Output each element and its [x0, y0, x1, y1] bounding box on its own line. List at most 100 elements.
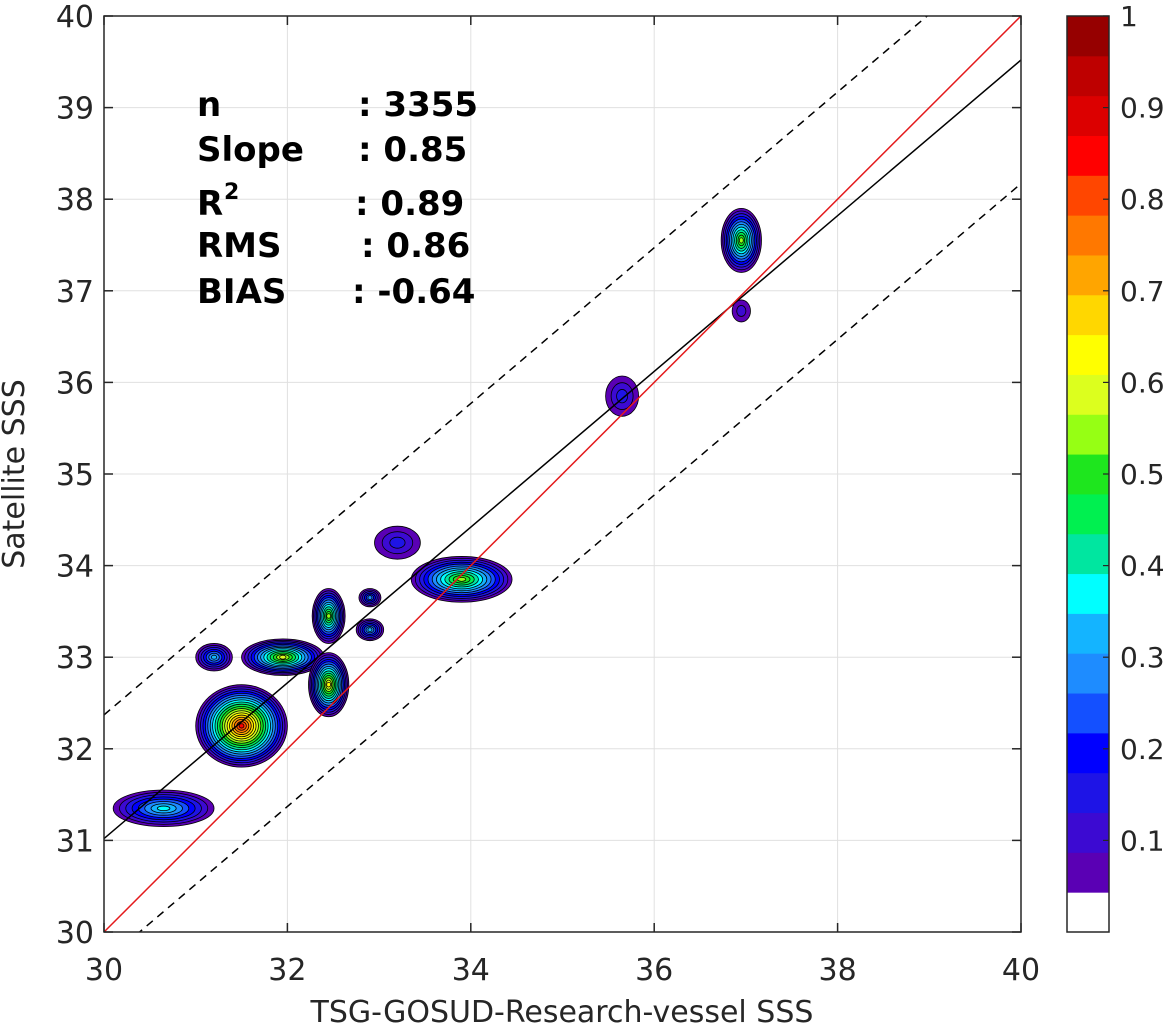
contour-level — [367, 595, 373, 601]
colorbar-band — [1067, 653, 1109, 694]
density-blob — [720, 207, 762, 273]
x-tick-label: 36 — [635, 953, 673, 988]
contour-level — [279, 654, 287, 660]
colorbar-tick-label: 0.3 — [1120, 641, 1165, 674]
colorbar-band — [1067, 613, 1109, 654]
density-blob — [355, 618, 385, 642]
y-tick-label: 40 — [56, 0, 94, 35]
colorbar-band — [1067, 772, 1109, 814]
stat-value: : -0.64 — [352, 272, 475, 312]
contour-level — [211, 654, 218, 660]
colorbar-band — [1067, 693, 1109, 734]
density-blob — [195, 643, 233, 672]
colorbar-band — [1067, 16, 1109, 57]
y-tick-label: 39 — [56, 92, 94, 127]
contour-level — [616, 389, 629, 404]
colorbar-band — [1067, 175, 1109, 216]
colorbar-band — [1067, 573, 1109, 614]
stat-value: : 0.85 — [358, 130, 467, 170]
identity-line — [104, 16, 1021, 932]
contour-level — [736, 305, 747, 317]
colorbar-tick-label: 0.6 — [1120, 366, 1165, 399]
contour-level — [326, 681, 332, 688]
x-tick-label: 34 — [452, 953, 490, 988]
lower-bound-line — [138, 183, 1021, 932]
axis-ticks: 30 32 34 36 38 40 30 31 32 33 34 35 36 37 38 39 40 — [56, 0, 1040, 988]
density-blob — [410, 556, 513, 603]
colorbar-tick-label: 0.7 — [1120, 275, 1165, 308]
colorbar: 0.1 0.2 0.3 0.4 0.5 0.6 0.7 0.8 0.9 1 — [1066, 0, 1165, 933]
colorbar-tick-label: 0.9 — [1120, 92, 1165, 125]
regression-line — [104, 59, 1021, 840]
x-tick-label: 32 — [268, 953, 306, 988]
x-tick-label: 38 — [819, 953, 857, 988]
colorbar-tick-label: 0.8 — [1120, 183, 1165, 216]
y-tick-label: 31 — [56, 824, 94, 859]
stat-row: RMS : 0.86 — [197, 226, 470, 266]
stat-row: BIAS : -0.64 — [197, 272, 475, 312]
x-axis-label: TSG-GOSUD-Research-vessel SSS — [310, 995, 814, 1028]
colorbar-band — [1067, 95, 1109, 136]
density-blob — [308, 652, 350, 718]
colorbar-band — [1067, 135, 1109, 176]
y-tick-label: 30 — [56, 916, 94, 951]
density-contours — [112, 207, 762, 828]
contour-level — [326, 613, 332, 619]
y-tick-label: 33 — [56, 641, 94, 676]
statistics-box: n : 3355 Slope : 0.85 R 2 : 0.89 RMS : 0.86 BIAS:… — [197, 85, 478, 312]
density-blob — [195, 684, 288, 768]
colorbar-band — [1067, 334, 1109, 375]
colorbar-tick-label: 0.1 — [1120, 824, 1165, 857]
colorbar-tick-label: 0.5 — [1120, 458, 1165, 491]
colorbar-band — [1067, 892, 1109, 933]
contour-level — [238, 723, 245, 729]
stat-value: : 3355 — [358, 85, 478, 125]
colorbar-band — [1067, 55, 1109, 97]
y-tick-label: 35 — [56, 458, 94, 493]
contour-level — [367, 627, 373, 633]
y-tick-label: 32 — [56, 733, 94, 768]
stat-label: R — [197, 184, 223, 224]
y-tick-label: 37 — [56, 275, 94, 310]
stat-value: : 0.89 — [355, 184, 464, 224]
colorbar-tick-label: 0.4 — [1120, 550, 1165, 583]
x-tick-label: 40 — [1002, 953, 1040, 988]
stat-row: n : 3355 — [197, 85, 478, 125]
stat-value: : 0.86 — [361, 226, 470, 266]
y-tick-label: 38 — [56, 183, 94, 218]
density-blob — [112, 789, 215, 828]
colorbar-band — [1067, 454, 1109, 495]
colorbar-band — [1067, 414, 1109, 455]
colorbar-band — [1067, 294, 1109, 336]
contour-level — [389, 536, 406, 549]
y-axis-label: Satellite SSS — [0, 379, 32, 569]
colorbar-band — [1067, 812, 1109, 853]
density-blob — [731, 299, 751, 323]
contour-level — [738, 237, 744, 244]
stat-label: RMS — [197, 226, 282, 266]
density-blob — [605, 375, 640, 417]
stat-label: BIAS — [197, 272, 286, 312]
colorbar-band — [1067, 732, 1109, 774]
reference-lines — [104, 16, 1021, 932]
colorbar-band — [1067, 852, 1109, 893]
density-blob — [241, 638, 325, 676]
stat-row: Slope : 0.85 — [197, 130, 467, 170]
colorbar-band — [1067, 374, 1109, 415]
colorbar-band — [1067, 254, 1109, 296]
colorbar-band — [1067, 533, 1109, 575]
y-tick-label: 36 — [56, 366, 94, 401]
stat-label: n — [197, 85, 221, 125]
colorbar-tick-label: 0.2 — [1120, 733, 1165, 766]
upper-bound-line — [104, 16, 929, 716]
colorbar-tick-label: 1 — [1120, 0, 1138, 33]
x-tick-label: 30 — [85, 953, 123, 988]
density-blob — [374, 525, 421, 560]
stat-superscript: 2 — [224, 180, 239, 205]
y-tick-label: 34 — [56, 550, 94, 585]
density-blob — [358, 588, 382, 608]
contour-level — [156, 805, 171, 812]
stat-label: Slope — [197, 130, 304, 170]
